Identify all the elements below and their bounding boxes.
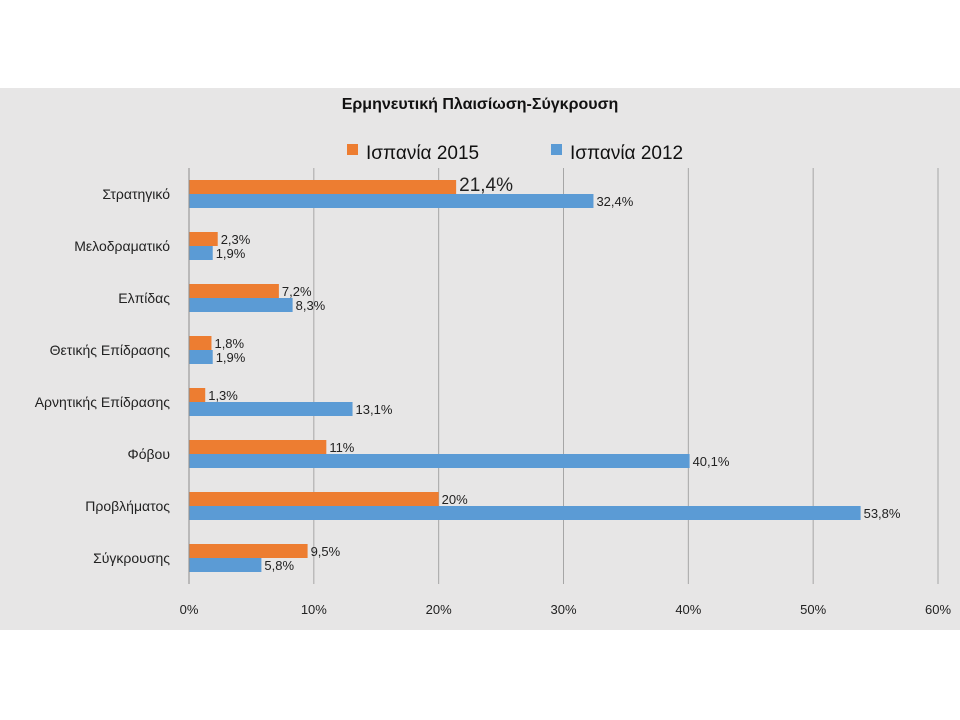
data-label-2012: 53,8% xyxy=(864,506,901,521)
category-label: Προβλήματος xyxy=(85,498,170,514)
data-label-2012: 1,9% xyxy=(216,350,246,365)
bar-2015 xyxy=(189,336,212,350)
legend-swatch-2015 xyxy=(347,144,358,155)
data-label-2015: 20% xyxy=(442,492,468,507)
x-tick-label: 50% xyxy=(800,602,826,617)
bar-2015 xyxy=(189,388,206,402)
data-label-2012: 8,3% xyxy=(296,298,326,313)
data-label-2015: 9,5% xyxy=(311,544,341,559)
bar-2015 xyxy=(189,492,439,506)
bar-2012 xyxy=(189,402,353,416)
data-label-2012: 5,8% xyxy=(264,558,294,573)
bar-2012 xyxy=(189,194,594,208)
bar-2015 xyxy=(189,440,327,454)
bar-2012 xyxy=(189,506,861,520)
data-label-2012: 40,1% xyxy=(693,454,730,469)
data-label-2012: 1,9% xyxy=(216,246,246,261)
bar-2015 xyxy=(189,232,218,246)
bar-2015 xyxy=(189,544,308,558)
category-label: Θετικής Επίδρασης xyxy=(50,342,171,358)
legend-label-2015: Ισπανία 2015 xyxy=(366,143,479,164)
chart-area: Ερμηνευτική Πλαισίωση-Σύγκρουση Ισπανία … xyxy=(0,88,960,630)
category-label: Σύγκρουσης xyxy=(93,550,170,566)
legend: Ισπανία 2015 Ισπανία 2012 xyxy=(347,143,683,164)
bar-2012 xyxy=(189,558,262,572)
legend-label-2012: Ισπανία 2012 xyxy=(570,143,683,164)
data-label-2015: 2,3% xyxy=(221,232,251,247)
plot-area: 0% 10% 20% 30% 40% 50% 60% Στρατηγικό 21,4% 32,4%… xyxy=(35,168,951,617)
x-tick-label: 20% xyxy=(426,602,452,617)
data-label-2012: 13,1% xyxy=(356,402,393,417)
data-label-2015: 21,4% xyxy=(459,175,513,196)
data-label-2015: 1,8% xyxy=(214,336,244,351)
bar-2012 xyxy=(189,350,213,364)
x-tick-label: 0% xyxy=(180,602,199,617)
legend-swatch-2012 xyxy=(551,144,562,155)
data-label-2015: 1,3% xyxy=(208,388,238,403)
data-label-2012: 32,4% xyxy=(596,194,633,209)
bar-2012 xyxy=(189,454,690,468)
category-label: Φόβου xyxy=(128,446,170,462)
bar-2012 xyxy=(189,298,293,312)
bar-2015 xyxy=(189,180,457,194)
x-tick-label: 10% xyxy=(301,602,327,617)
bar-2015 xyxy=(189,284,279,298)
bar-chart: Ερμηνευτική Πλαισίωση-Σύγκρουση Ισπανία … xyxy=(35,96,952,617)
bar-2012 xyxy=(189,246,213,260)
category-label: Στρατηγικό xyxy=(102,186,170,202)
x-tick-label: 30% xyxy=(550,602,576,617)
data-label-2015: 11% xyxy=(329,440,354,455)
x-tick-label: 60% xyxy=(925,602,951,617)
category-label: Μελοδραματικό xyxy=(74,238,170,254)
category-label: Ελπίδας xyxy=(118,290,170,306)
chart-title: Ερμηνευτική Πλαισίωση-Σύγκρουση xyxy=(342,96,619,113)
category-label: Αρνητικής Επίδρασης xyxy=(35,394,171,410)
data-label-2015: 7,2% xyxy=(282,284,312,299)
x-tick-label: 40% xyxy=(675,602,701,617)
